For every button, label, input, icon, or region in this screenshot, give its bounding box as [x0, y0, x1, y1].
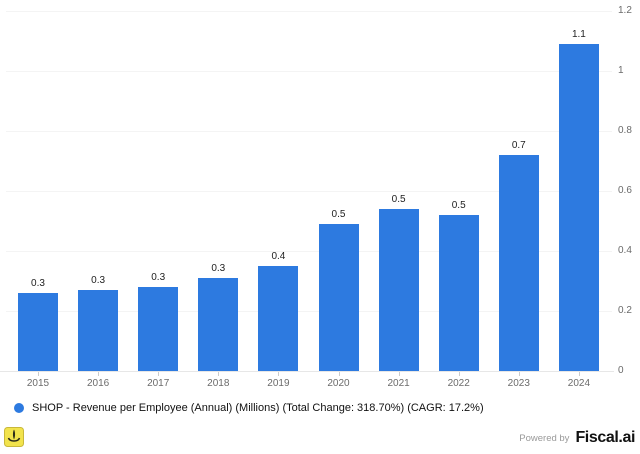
- bar-value-label: 0.5: [451, 200, 466, 211]
- x-axis-line: [0, 371, 614, 372]
- bar-value-label: 0.3: [91, 275, 106, 286]
- bar-value-label: 0.3: [31, 278, 45, 289]
- y-axis-label: 0.4: [618, 245, 632, 256]
- x-axis-tick-icon: [218, 372, 220, 376]
- bar-value-label: 0.5: [331, 209, 346, 220]
- gridline: [6, 311, 612, 312]
- bar-value-label: 0.3: [151, 272, 166, 283]
- gridline: [6, 251, 612, 252]
- x-axis-label: 2017: [147, 378, 170, 389]
- bar-2024[interactable]: [558, 44, 599, 371]
- x-axis-tick-icon: [518, 372, 520, 376]
- legend-label: SHOP - Revenue per Employee (Annual) (Mi…: [32, 402, 484, 414]
- gridline: [6, 191, 612, 192]
- bar-2022[interactable]: [438, 215, 479, 371]
- brand-wordmark: Fiscal.ai: [575, 429, 635, 446]
- bar-2017[interactable]: [138, 287, 179, 371]
- x-axis-label: 2023: [507, 378, 530, 389]
- x-axis-tick-icon: [578, 372, 580, 376]
- legend-item[interactable]: SHOP - Revenue per Employee (Annual) (Mi…: [14, 402, 484, 414]
- bar-value-label: 0.5: [391, 194, 406, 205]
- powered-by-branding[interactable]: Powered by Fiscal.ai: [519, 427, 635, 449]
- x-axis-label: 2015: [26, 378, 50, 389]
- gridline: [6, 71, 612, 72]
- x-axis-tick-icon: [278, 372, 280, 376]
- yellow-badge-icon[interactable]: [4, 427, 24, 447]
- x-axis-tick-icon: [338, 372, 340, 376]
- x-axis-label: 2016: [86, 378, 110, 389]
- x-axis-label: 2020: [327, 378, 350, 389]
- x-axis-tick-icon: [38, 372, 39, 376]
- y-axis-label: 1: [618, 65, 624, 76]
- bar-value-label: 0.3: [211, 263, 226, 274]
- bar-2020[interactable]: [318, 224, 359, 371]
- x-axis-label: 2018: [207, 378, 230, 389]
- y-axis-label: 1.2: [618, 5, 632, 16]
- bar-value-label: 1.1: [571, 29, 586, 40]
- x-axis-tick-icon: [398, 372, 400, 376]
- bar-value-label: 0.7: [511, 140, 526, 151]
- gridline: [6, 131, 612, 132]
- bar-2019[interactable]: [258, 266, 299, 371]
- x-axis-tick-icon: [98, 372, 100, 376]
- plot-area: 0 0.2 0.4 0.6 0.8 1 1.2 0.3 2015 0.3 2016 0.3 2017 0.…: [0, 5, 632, 389]
- x-axis-label: 2019: [267, 378, 290, 389]
- y-axis-label: 0: [618, 365, 624, 376]
- series-dot-icon: [14, 403, 24, 413]
- bar-2016[interactable]: [78, 290, 119, 371]
- bar-2023[interactable]: [498, 155, 539, 371]
- bar-2015[interactable]: [18, 293, 58, 371]
- bar-2018[interactable]: [198, 278, 239, 371]
- powered-by-label: Powered by: [519, 432, 570, 444]
- y-axis-label: 0.6: [618, 185, 632, 196]
- x-axis-tick-icon: [158, 372, 160, 376]
- x-axis-label: 2021: [387, 378, 410, 389]
- bar-2021[interactable]: [378, 209, 419, 371]
- x-axis-label: 2024: [567, 378, 591, 389]
- y-axis-label: 0.2: [618, 305, 632, 316]
- gridline: [6, 11, 612, 12]
- x-axis-tick-icon: [458, 372, 460, 376]
- y-axis-label: 0.8: [618, 125, 632, 136]
- bar-value-label: 0.4: [271, 251, 286, 262]
- x-axis-label: 2022: [447, 378, 470, 389]
